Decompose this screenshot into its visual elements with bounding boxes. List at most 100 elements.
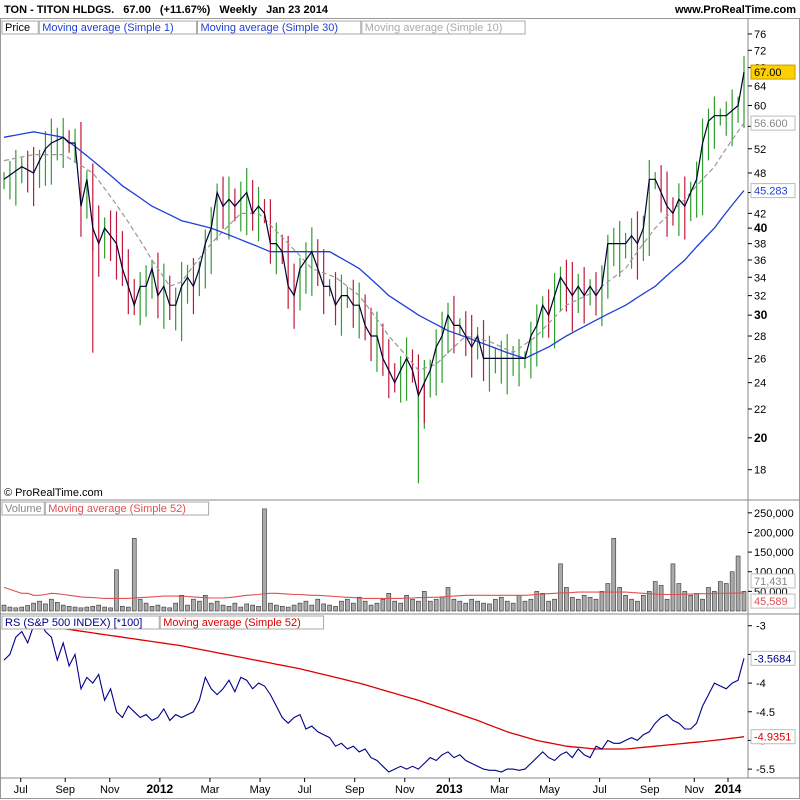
x-tick-label: Mar <box>490 784 509 796</box>
volume-bar <box>587 596 593 612</box>
volume-bar <box>114 569 119 612</box>
x-tick-label: Sep <box>640 784 660 796</box>
ma30-last-badge-box <box>750 183 796 199</box>
volume-bar <box>31 602 36 612</box>
price-y-tick-label: 40 <box>754 221 768 235</box>
x-tick-label: Jul <box>298 784 312 796</box>
legend-entry: Moving average (Simple 52) <box>48 503 186 515</box>
price-y-tick-label: 18 <box>754 465 766 477</box>
volume-bar <box>658 585 664 612</box>
ticker-title: TON - TITON HLDGS. <box>4 4 115 16</box>
volume-bar <box>611 538 617 612</box>
price-y-tick-label: 22 <box>754 404 766 416</box>
site-url[interactable]: www.ProRealTime.com <box>674 4 796 16</box>
volume-bar <box>309 604 315 612</box>
rs-y-tick-label: -4 <box>756 678 766 690</box>
legend-box <box>1 501 45 516</box>
volume-bar <box>250 604 255 612</box>
volume-bar <box>498 596 504 612</box>
price-last-badge-box <box>750 64 796 80</box>
volume-bar <box>457 600 463 612</box>
volume-bar <box>191 598 196 612</box>
volume-bar <box>37 600 42 612</box>
volume-bar <box>54 602 60 612</box>
x-tick-label: 2014 <box>715 782 742 796</box>
volume-last-badge-box <box>750 573 796 589</box>
volume-bar <box>410 598 415 612</box>
volume-bar <box>108 607 113 612</box>
volume-bar <box>599 591 605 612</box>
x-tick-label: Sep <box>345 784 365 796</box>
legend-box <box>159 615 325 630</box>
volume-bar <box>173 602 178 612</box>
volume-bar <box>605 583 611 612</box>
rs-y-axis: -3-3.5-4-4.5-5-5.5 <box>748 621 775 776</box>
x-tick-label: Nov <box>684 784 704 796</box>
volume-bar <box>386 593 392 612</box>
price-y-tick-label: 52 <box>754 144 766 156</box>
volume-bar <box>404 594 409 612</box>
legend-entry: Volume <box>5 503 42 515</box>
x-tick-label: Nov <box>395 784 415 796</box>
volume-bar <box>398 602 403 612</box>
volume-bar <box>78 607 84 612</box>
price-y-axis: 1820222426283032343638404245485256606468… <box>748 29 768 477</box>
volume-bar <box>256 605 261 612</box>
volume-bar <box>268 602 273 612</box>
rs-ma-line <box>3 622 745 750</box>
volume-bar <box>670 563 676 612</box>
chart-header: TON - TITON HLDGS. 67.00 (+11.67%) Weekl… <box>4 4 334 16</box>
volume-bar <box>356 596 362 612</box>
price-y-tick-label: 30 <box>754 308 768 322</box>
volume-bar <box>96 604 102 612</box>
rs-last-badge: -3.5684 <box>754 653 791 665</box>
volume-bar <box>646 591 652 612</box>
volume-bar <box>220 604 226 612</box>
last-price: 67.00 <box>123 4 151 16</box>
volume-bar <box>504 600 510 612</box>
volume-bar <box>226 605 232 612</box>
volume-bar <box>333 605 338 612</box>
volume-bar <box>469 598 474 612</box>
volume-bar <box>510 602 516 612</box>
rs-last-badge-box <box>750 650 796 666</box>
volume-bar <box>641 594 646 612</box>
rs-y-tick-label: -3 <box>756 621 766 633</box>
volume-bar <box>694 593 699 612</box>
volume-bar <box>185 604 190 612</box>
volume-bar <box>244 603 250 612</box>
legend-box <box>44 501 210 516</box>
ma30-last-badge: 45.283 <box>754 186 788 198</box>
volume-bar <box>303 600 309 612</box>
volume-bar <box>664 598 670 612</box>
volume-bar <box>25 605 30 612</box>
price-y-tick-label: 26 <box>754 353 766 365</box>
rs-ma-last-badge-box <box>750 729 796 745</box>
price-legend: Price Moving average (Simple 1) Moving ave… <box>1 20 526 35</box>
volume-bar <box>131 538 137 612</box>
price-y-tick-label: 48 <box>754 168 766 180</box>
volume-bar <box>528 598 534 612</box>
volume-bar <box>60 604 66 612</box>
volume-bar <box>155 604 161 612</box>
rs-y-tick-label: -5.5 <box>756 764 775 776</box>
volume-bar <box>552 598 557 612</box>
volume-bar <box>179 594 184 612</box>
volume-bar <box>392 600 398 612</box>
volume-bar <box>575 598 581 612</box>
x-tick-label: Nov <box>100 784 120 796</box>
volume-ma-last-badge-box <box>750 593 796 609</box>
x-tick-label: 2012 <box>147 782 174 796</box>
x-tick-label: May <box>539 784 560 796</box>
volume-bar <box>274 604 279 612</box>
volume-bar <box>688 594 694 612</box>
rs-line <box>3 619 745 773</box>
volume-last-badge: 71,431 <box>754 576 788 588</box>
volume-bar <box>546 600 551 612</box>
volume-bar <box>368 604 374 612</box>
legend-box <box>361 20 526 35</box>
volume-bar <box>427 600 433 612</box>
volume-bar <box>487 603 492 612</box>
legend-entry: Moving average (Simple 10) <box>365 22 503 34</box>
volume-bar <box>13 607 19 612</box>
